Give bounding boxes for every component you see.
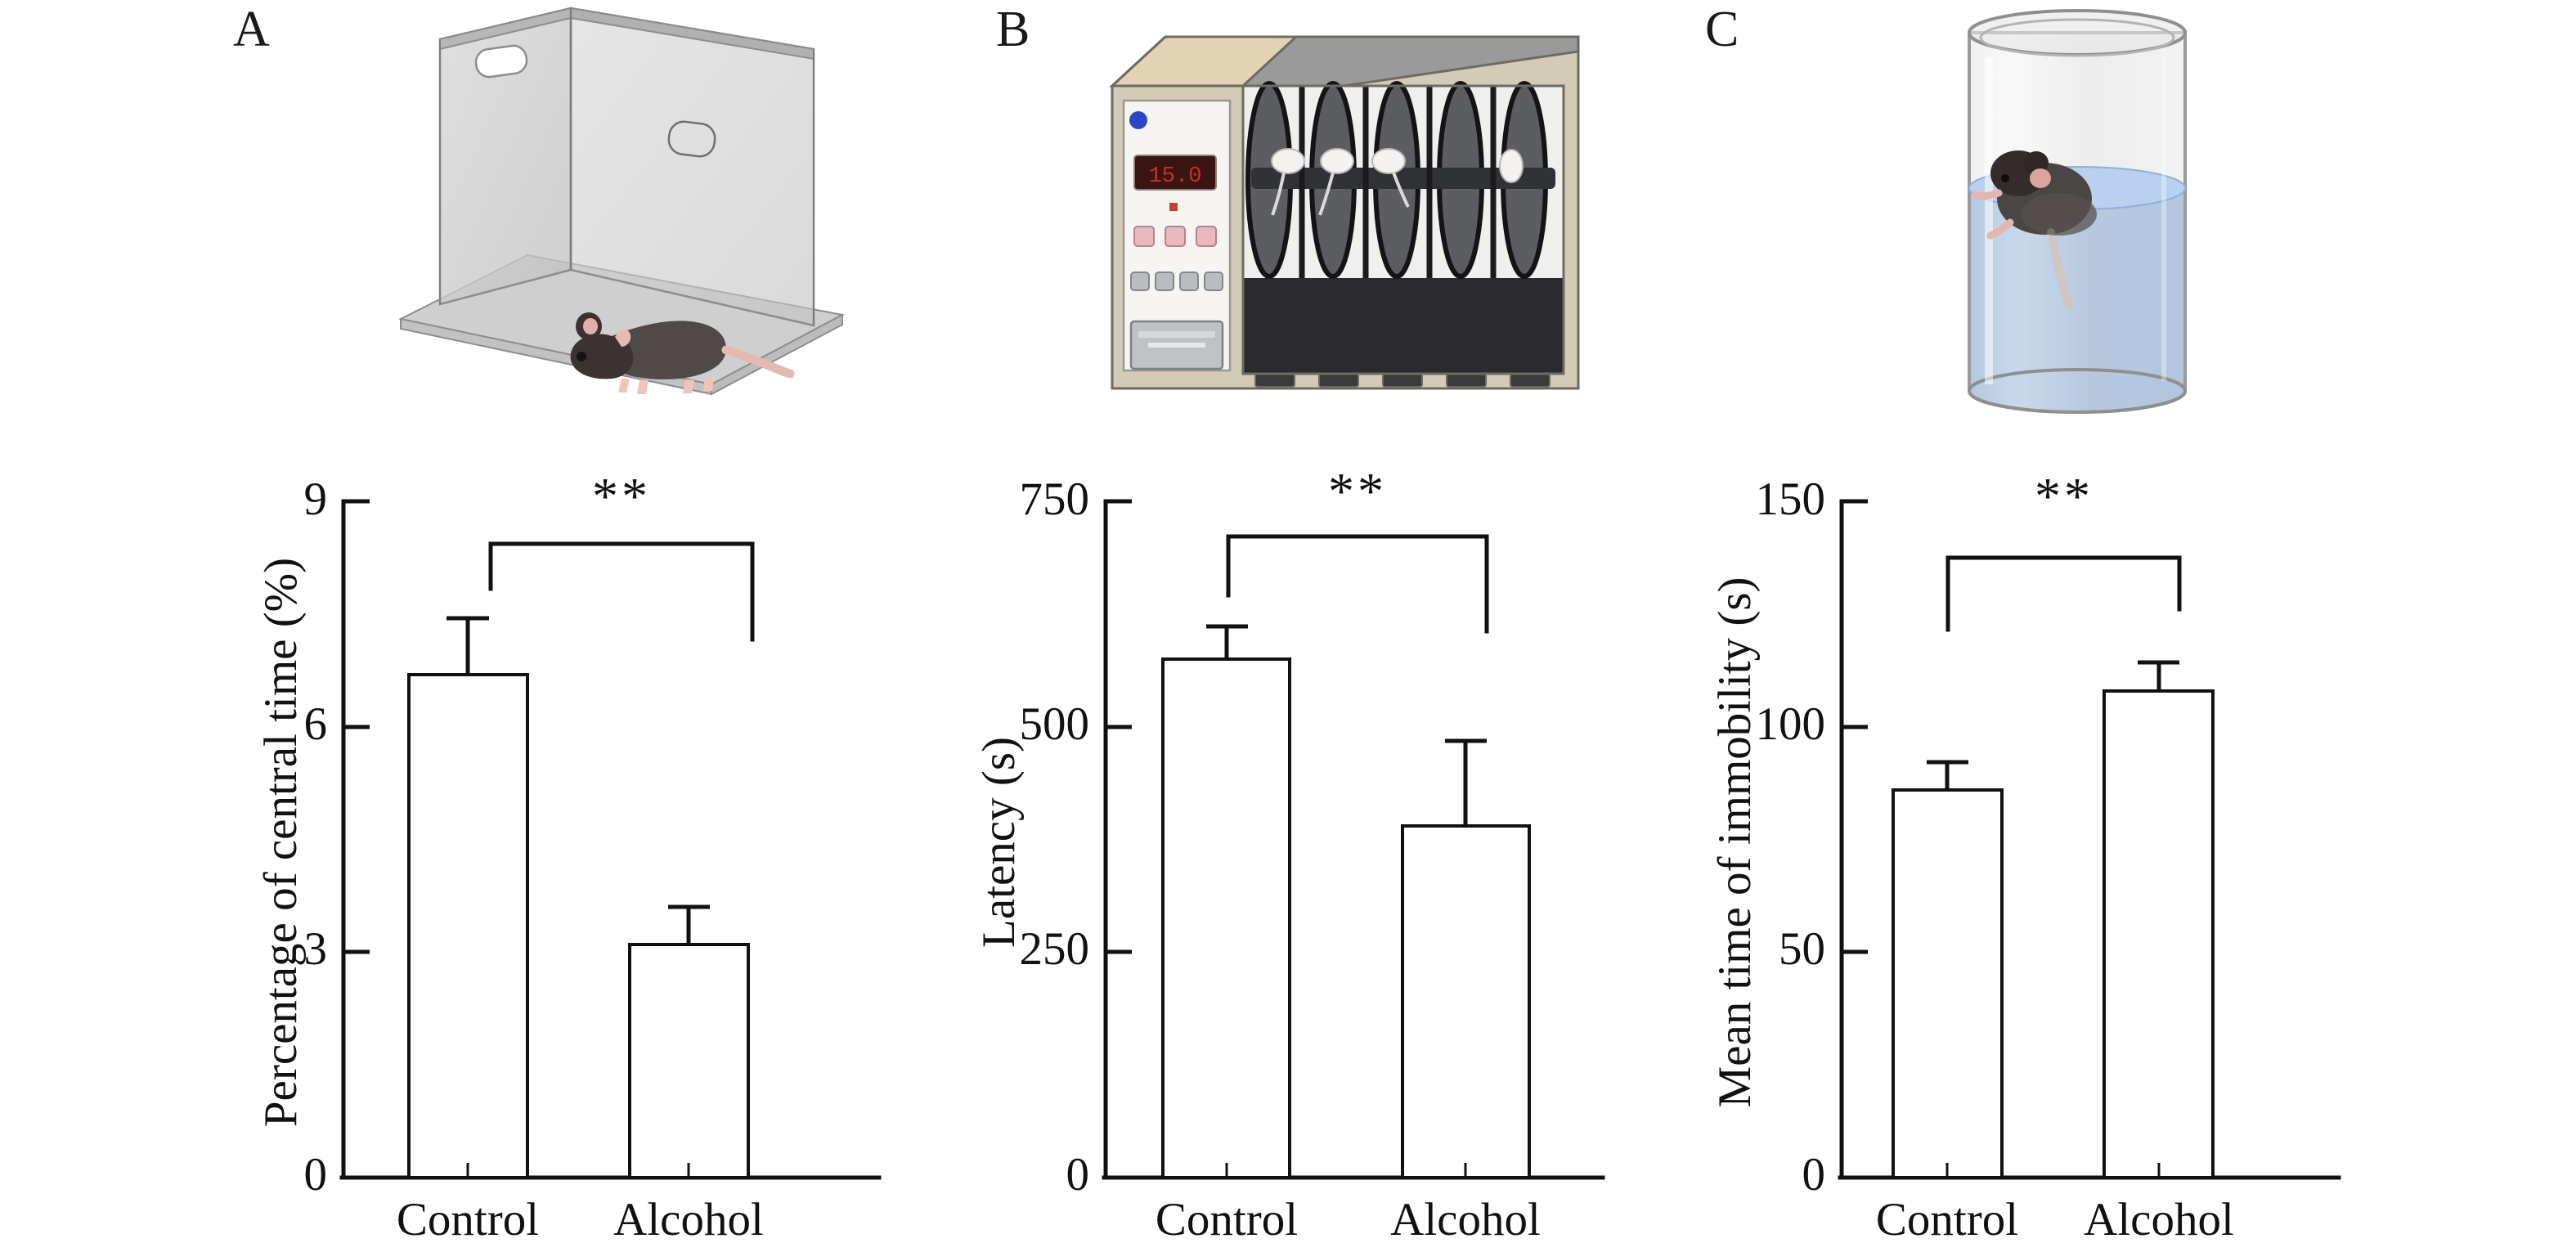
ytick-label: 500 — [1020, 698, 1090, 750]
open-field-box-illustration — [352, 0, 867, 409]
ytick-label: 9 — [304, 473, 328, 525]
panel-b: B 15.0 — [924, 0, 1644, 1243]
ytick-label: 750 — [1020, 473, 1090, 525]
rotarod-button[interactable] — [1165, 226, 1186, 247]
bar-control — [407, 673, 529, 1179]
chart-panel-a: 9 6 3 0 — [0, 458, 924, 1243]
y-axis-title: Percentage of central time (%) — [255, 558, 307, 1127]
panel-letter-b: B — [996, 2, 1030, 57]
error-bar-control — [447, 616, 489, 675]
category-label-alcohol: Alcohol — [1390, 1194, 1541, 1243]
rotarod-mice — [1271, 148, 1524, 216]
rotarod-button[interactable] — [1133, 226, 1155, 247]
ytick-label: 0 — [1802, 1149, 1826, 1200]
significance-asterisks: ** — [592, 467, 651, 525]
bar-alcohol — [2103, 689, 2215, 1179]
significance-bracket — [1226, 534, 1489, 634]
ytick-label: 0 — [304, 1149, 328, 1200]
ytick-label: 100 — [1756, 698, 1826, 750]
rotarod-button[interactable] — [1130, 271, 1150, 291]
error-bar-control — [1206, 624, 1248, 659]
bar-control — [1161, 657, 1291, 1179]
category-label-alcohol: Alcohol — [613, 1194, 764, 1243]
bar-alcohol — [1401, 824, 1531, 1179]
rotarod-apparatus-illustration: 15.0 — [1088, 4, 1595, 405]
ytick-label: 50 — [1779, 923, 1825, 975]
chart-panel-c: 150 100 50 0 — [1644, 458, 2576, 1243]
panel-letter-c: C — [1705, 2, 1739, 57]
ytick-label: 6 — [304, 698, 328, 750]
significance-asterisks: ** — [1328, 462, 1387, 520]
category-label-control: Control — [397, 1194, 539, 1243]
power-indicator-icon — [1129, 111, 1147, 129]
panel-a: A — [0, 0, 924, 1243]
error-bar-control — [1927, 760, 1968, 790]
ytick-label: 0 — [1066, 1149, 1090, 1200]
rotarod-button[interactable] — [1196, 226, 1217, 247]
mouse-figure — [570, 312, 795, 394]
rotarod-button[interactable] — [1204, 271, 1223, 291]
panel-c: C — [1644, 0, 2576, 1243]
category-label-alcohol: Alcohol — [2084, 1194, 2234, 1243]
ytick-label: 3 — [304, 923, 328, 975]
bar-alcohol — [628, 943, 750, 1179]
led-display-value: 15.0 — [1149, 164, 1202, 189]
rotarod-trays — [1254, 373, 1551, 388]
category-label-control: Control — [1156, 1194, 1298, 1243]
significance-bracket — [488, 541, 755, 642]
error-bar-alcohol — [668, 904, 710, 945]
ytick-label: 250 — [1020, 923, 1090, 975]
significance-asterisks: ** — [2035, 467, 2094, 525]
rotarod-button[interactable] — [1179, 271, 1199, 291]
panel-letter-a: A — [233, 2, 270, 57]
forced-swim-cylinder-illustration — [1914, 0, 2241, 425]
y-axis-title: Latency (s) — [973, 737, 1025, 948]
category-label-control: Control — [1876, 1194, 2018, 1243]
error-bar-alcohol — [2138, 660, 2179, 691]
chart-panel-b: 750 500 250 0 — [924, 458, 1644, 1243]
error-bar-alcohol — [1445, 738, 1487, 826]
significance-bracket — [1945, 555, 2182, 632]
ytick-label: 150 — [1756, 473, 1826, 525]
bar-control — [1892, 788, 2004, 1179]
mouse-figure — [1972, 150, 2097, 310]
rotarod-button[interactable] — [1155, 271, 1174, 291]
led-display — [1133, 155, 1217, 191]
y-axis-title: Mean time of immobility (s) — [1709, 577, 1761, 1107]
